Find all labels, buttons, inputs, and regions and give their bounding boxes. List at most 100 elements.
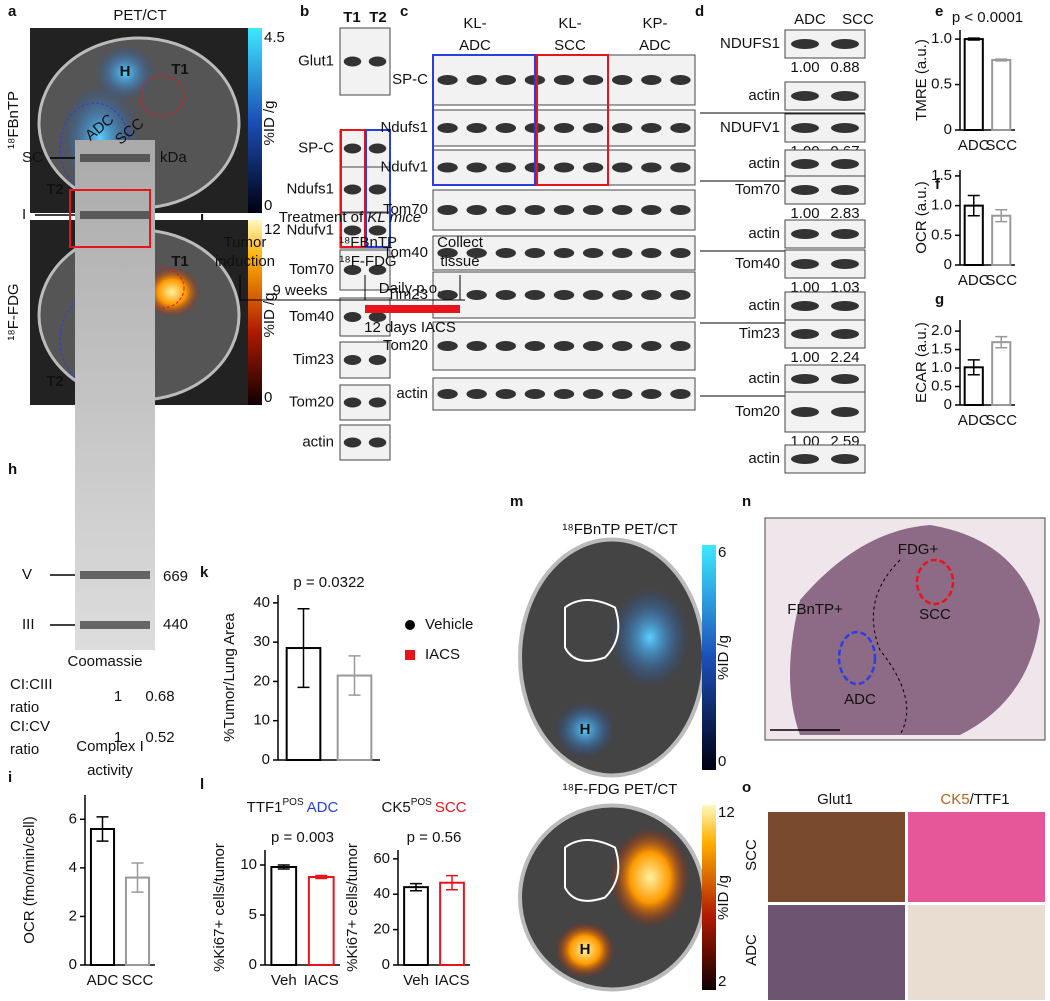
group-label: KL- <box>463 15 486 32</box>
step-label: Tumor <box>224 234 267 251</box>
error-bar <box>348 655 361 696</box>
band <box>670 75 691 85</box>
band <box>791 259 819 269</box>
title-part: CK5 <box>382 799 411 816</box>
ratio-value: 1 <box>114 729 122 746</box>
band <box>553 341 575 351</box>
band <box>495 389 516 399</box>
x-tick-label: ADC <box>958 272 990 289</box>
group-label: KL- <box>558 15 581 32</box>
band <box>466 248 487 258</box>
band <box>524 290 546 300</box>
colorbar-label: %ID /g <box>261 292 278 337</box>
panel-letter: k <box>200 564 209 581</box>
row-label: Tim23 <box>739 325 780 342</box>
band <box>466 75 487 85</box>
band <box>831 329 859 339</box>
band <box>670 248 691 258</box>
row-label: Ndufv1 <box>286 221 334 238</box>
ratio-label: CI:CIII <box>10 676 53 693</box>
y-tick-label: 40 <box>253 594 270 611</box>
y-tick-label: 30 <box>253 633 270 650</box>
row-label: Tim23 <box>293 351 334 368</box>
band <box>582 290 604 300</box>
band <box>612 341 633 351</box>
column-label: T1 <box>343 9 361 26</box>
band <box>831 301 859 311</box>
band <box>466 123 487 133</box>
band <box>670 205 691 215</box>
band <box>670 341 691 351</box>
duration-label: 12 days IACS <box>364 319 456 336</box>
y-tick-label: 1.0 <box>931 197 952 214</box>
panel-letter: b <box>300 3 309 20</box>
panel-letter: m <box>510 493 523 510</box>
micrograph <box>768 905 905 1000</box>
row-label: actin <box>748 370 780 387</box>
band <box>612 248 633 258</box>
roi-outline <box>564 839 620 902</box>
band <box>831 374 859 384</box>
colorbar-label: 0 <box>264 389 272 406</box>
y-tick-label: 0.5 <box>931 377 952 394</box>
colorbar-label: %ID /g <box>715 635 732 680</box>
chart-title: activity <box>87 762 133 779</box>
band <box>831 259 859 269</box>
error-bar <box>315 874 328 880</box>
uptake <box>610 587 690 688</box>
y-axis-label: OCR (a.u.) <box>913 181 930 254</box>
band <box>791 91 819 101</box>
uptake <box>144 267 200 317</box>
band <box>582 75 604 85</box>
band <box>553 290 575 300</box>
y-tick-label: 1.0 <box>931 359 952 376</box>
error-bar <box>277 864 290 870</box>
band <box>791 185 819 195</box>
image-label: T2 <box>46 181 64 198</box>
row-label: Tom70 <box>383 201 428 218</box>
band <box>495 75 516 85</box>
marker-label: 440 <box>163 616 188 633</box>
band <box>641 162 662 173</box>
row-label: Ndufs1 <box>286 180 334 197</box>
band <box>670 123 691 133</box>
legend-marker <box>405 650 415 660</box>
band <box>343 143 362 154</box>
band <box>791 374 819 384</box>
row-label: Ndufv1 <box>380 158 428 175</box>
roi <box>837 630 877 686</box>
colorbar-label: %ID /g <box>261 100 278 145</box>
band <box>582 162 604 173</box>
error-bar <box>995 209 1008 223</box>
interval-label: 9 weeks <box>272 282 327 299</box>
micrograph <box>908 812 1045 902</box>
colorbar-label: 12 <box>718 804 735 821</box>
step-label: tissue <box>440 253 479 270</box>
band <box>437 389 458 399</box>
band <box>791 159 819 169</box>
band <box>437 123 458 133</box>
image-label: H <box>580 721 591 738</box>
colorbar-label: 12 <box>264 221 281 238</box>
bar <box>89 828 116 966</box>
row-label: Tim23 <box>387 286 428 303</box>
band <box>831 39 859 49</box>
band <box>641 205 662 215</box>
error-bar <box>967 359 980 376</box>
band <box>466 162 487 173</box>
band <box>466 389 487 399</box>
y-tick-label: 20 <box>373 921 390 938</box>
group-label: ADC <box>459 37 491 54</box>
y-axis-label: OCR (fmo/min/cell) <box>21 816 38 944</box>
band <box>641 75 662 85</box>
band <box>466 290 487 300</box>
band <box>368 56 387 67</box>
band <box>495 341 516 351</box>
error-bar <box>967 194 980 217</box>
column-label: Glut1 <box>817 791 853 808</box>
y-tick-label: 2 <box>69 907 77 924</box>
chart-title: CK5POS SCC <box>382 797 467 816</box>
band <box>791 123 819 133</box>
band <box>343 225 362 236</box>
band <box>582 123 604 133</box>
